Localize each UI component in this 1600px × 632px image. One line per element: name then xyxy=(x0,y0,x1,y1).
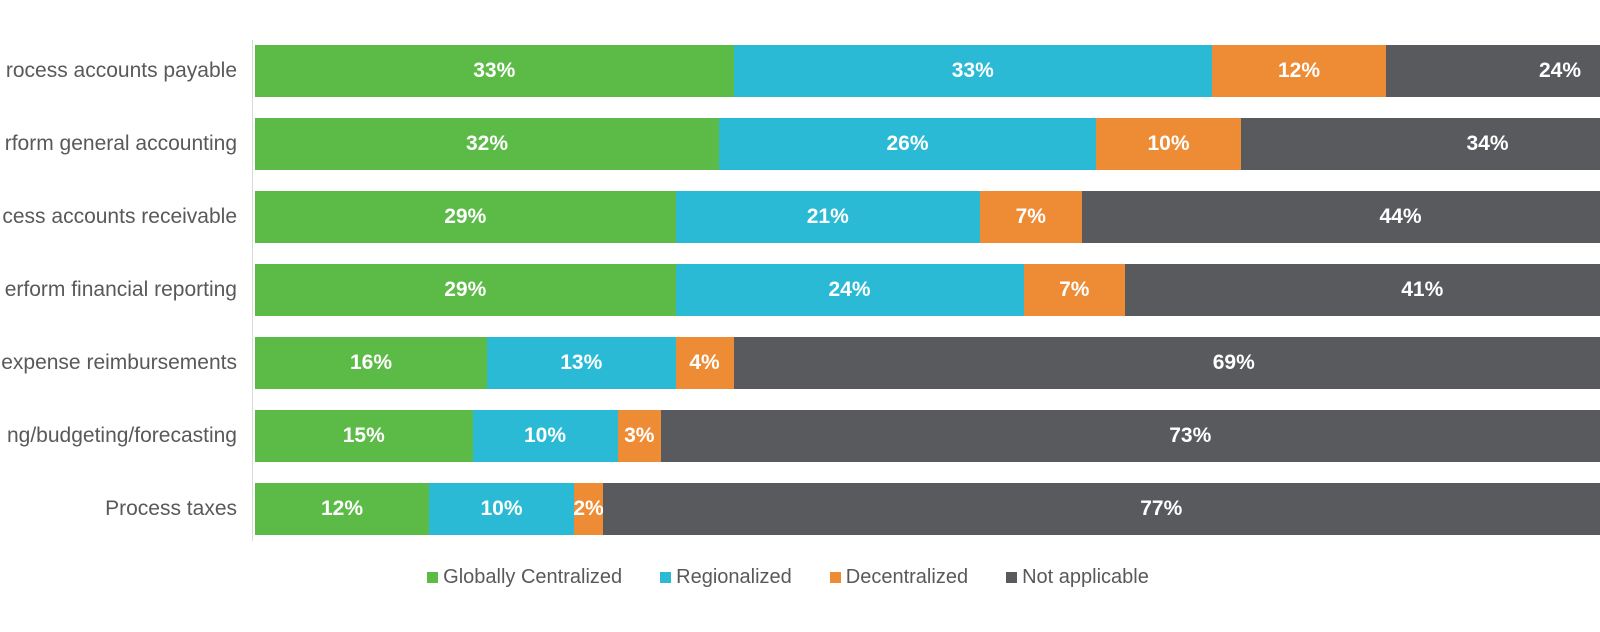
bar-segment-not-applicable: 77% xyxy=(603,483,1600,535)
legend-label: Not applicable xyxy=(1022,565,1149,588)
bar-segment-decentralized: 7% xyxy=(980,191,1082,243)
legend-item-regionalized: Regionalized xyxy=(660,566,792,589)
bar-segment-regionalized: 10% xyxy=(429,483,574,535)
segment-value-label: 21% xyxy=(806,205,849,228)
bar-segment-not-applicable: 73% xyxy=(661,410,1600,462)
segment-value-label: 24% xyxy=(828,278,871,301)
segment-value-label: 77% xyxy=(1140,497,1183,520)
legend-item-decentralized: Decentralized xyxy=(829,565,969,589)
legend-label: Decentralized xyxy=(845,565,969,588)
bar-segment-regionalized: 26% xyxy=(719,118,1096,170)
category-label: ng/budgeting/forecasting xyxy=(6,424,237,447)
legend-item-globally-centralized: Globally Centralized xyxy=(427,566,622,589)
segment-value-label: 3% xyxy=(624,424,655,447)
bar-segment-globally-centralized: 32% xyxy=(255,118,719,170)
bar-row: 29% 21% 7% 44% xyxy=(255,191,1600,243)
bar-segment-decentralized: 7% xyxy=(1023,264,1125,316)
bar-segment-globally-centralized: 12% xyxy=(255,483,429,535)
segment-value-label: 2% xyxy=(573,497,604,520)
segment-value-label: 10% xyxy=(1147,132,1190,155)
segment-value-label: 10% xyxy=(480,497,523,520)
bar-segment-decentralized: 3% xyxy=(617,410,661,462)
legend-item-not-applicable: Not applicable xyxy=(1006,566,1149,589)
bar-segment-not-applicable: 69% xyxy=(733,337,1600,389)
y-axis-line xyxy=(252,40,253,541)
bar-segment-decentralized: 12% xyxy=(1212,45,1386,97)
segment-value-label: 7% xyxy=(1015,205,1046,228)
segment-value-label: 4% xyxy=(689,351,720,374)
bar-segment-regionalized: 13% xyxy=(487,337,676,389)
category-label: rocess accounts payable xyxy=(5,59,237,82)
bar-segment-globally-centralized: 29% xyxy=(255,264,676,316)
bar-segment-regionalized: 24% xyxy=(675,264,1024,316)
bar-segment-globally-centralized: 33% xyxy=(255,45,734,97)
segment-value-label: 33% xyxy=(951,59,994,82)
bar-segment-globally-centralized: 15% xyxy=(255,410,473,462)
bar-row: 32% 26% 10% 34% xyxy=(255,118,1600,170)
legend-swatch-icon xyxy=(1006,571,1018,583)
segment-value-label: 29% xyxy=(444,278,487,301)
bar-segment-not-applicable: 24% xyxy=(1386,45,1600,97)
segment-value-label: 29% xyxy=(444,205,487,228)
segment-value-label: 73% xyxy=(1169,424,1212,447)
bar-row: 16% 13% 4% 69% xyxy=(255,337,1600,389)
bar-segment-regionalized: 21% xyxy=(675,191,980,243)
category-label: erform financial reporting xyxy=(4,278,237,301)
segment-value-label: 12% xyxy=(1277,59,1321,82)
segment-value-label: 69% xyxy=(1212,351,1255,374)
bar-segment-decentralized: 10% xyxy=(1096,118,1241,170)
bar-row: 33% 33% 12% 24% xyxy=(255,45,1600,97)
legend-swatch-icon xyxy=(427,571,439,583)
segment-value-label: 33% xyxy=(473,59,516,82)
segment-value-label: 15% xyxy=(342,424,385,447)
segment-value-label: 26% xyxy=(886,132,929,155)
bar-segment-not-applicable: 41% xyxy=(1125,264,1600,316)
segment-value-label: 12% xyxy=(320,497,364,520)
bar-segment-regionalized: 33% xyxy=(733,45,1212,97)
legend: Globally Centralized Regionalized Decentra… xyxy=(0,562,1576,592)
bar-segment-globally-centralized: 29% xyxy=(255,191,676,243)
segment-value-label: 16% xyxy=(349,351,393,374)
segment-value-label: 34% xyxy=(1466,132,1509,155)
legend-label: Regionalized xyxy=(676,565,792,588)
segment-value-label: 44% xyxy=(1379,205,1422,228)
bar-segment-globally-centralized: 16% xyxy=(255,337,487,389)
bar-row: 12% 10% 2% 77% xyxy=(255,483,1600,535)
bar-segment-not-applicable: 44% xyxy=(1081,191,1600,243)
category-label: expense reimbursements xyxy=(1,351,237,374)
segment-value-label: 24% xyxy=(1538,59,1582,82)
segment-value-label: 10% xyxy=(523,424,567,447)
legend-swatch-icon xyxy=(829,571,841,583)
segment-value-label: 32% xyxy=(465,132,509,155)
legend-label: Globally Centralized xyxy=(443,565,623,588)
bar-row: 29% 24% 7% 41% xyxy=(255,264,1600,316)
bar-segment-decentralized: 4% xyxy=(675,337,734,389)
category-label: rform general accounting xyxy=(4,132,237,155)
bar-segment-regionalized: 10% xyxy=(472,410,618,462)
bar-segment-not-applicable: 34% xyxy=(1241,118,1600,170)
bar-segment-decentralized: 2% xyxy=(573,483,604,535)
category-label: cess accounts receivable xyxy=(2,205,237,228)
category-label: Process taxes xyxy=(105,497,237,520)
segment-value-label: 41% xyxy=(1401,278,1444,301)
bar-row: 15% 10% 3% 73% xyxy=(255,410,1600,462)
segment-value-label: 13% xyxy=(560,351,603,374)
legend-swatch-icon xyxy=(660,571,672,583)
segment-value-label: 7% xyxy=(1059,278,1090,301)
